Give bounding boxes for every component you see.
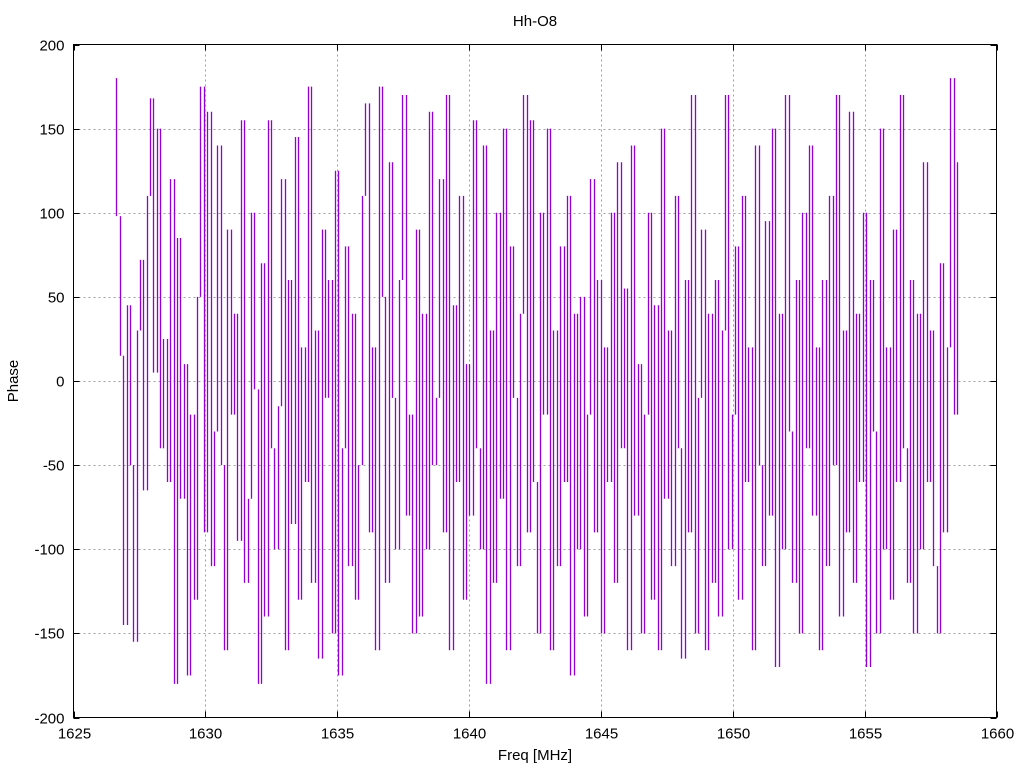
y-axis-label: Phase (5, 360, 22, 403)
y-tick-label: 100 (39, 206, 64, 223)
x-tick-label: 1660 (981, 726, 1014, 743)
x-axis-label: Freq [MHz] (498, 747, 572, 764)
x-tick-label: 1655 (849, 726, 882, 743)
x-tick-label: 1630 (189, 726, 222, 743)
plot-border (73, 44, 997, 718)
y-tick-label: 50 (48, 290, 65, 307)
axis-ticks: 1625 1630 1635 1640 1645 1650 1655 1660 -200 -150… (34, 38, 1014, 743)
y-tick-label: -200 (34, 711, 64, 728)
x-tick-label: 1635 (321, 726, 354, 743)
y-tick-label: -150 (34, 626, 64, 643)
y-tick-label: -100 (34, 542, 64, 559)
x-tick-label: 1625 (58, 726, 91, 743)
y-tick-label: 200 (39, 38, 64, 55)
x-tick-label: 1645 (585, 726, 618, 743)
y-tick-label: 150 (39, 122, 64, 139)
y-tick-label: -50 (43, 458, 65, 475)
series-phase (115, 78, 959, 684)
x-tick-label: 1640 (453, 726, 486, 743)
x-tick-label: 1650 (717, 726, 750, 743)
chart-title: Hh-O8 (513, 13, 557, 30)
y-tick-label: 0 (56, 374, 64, 391)
